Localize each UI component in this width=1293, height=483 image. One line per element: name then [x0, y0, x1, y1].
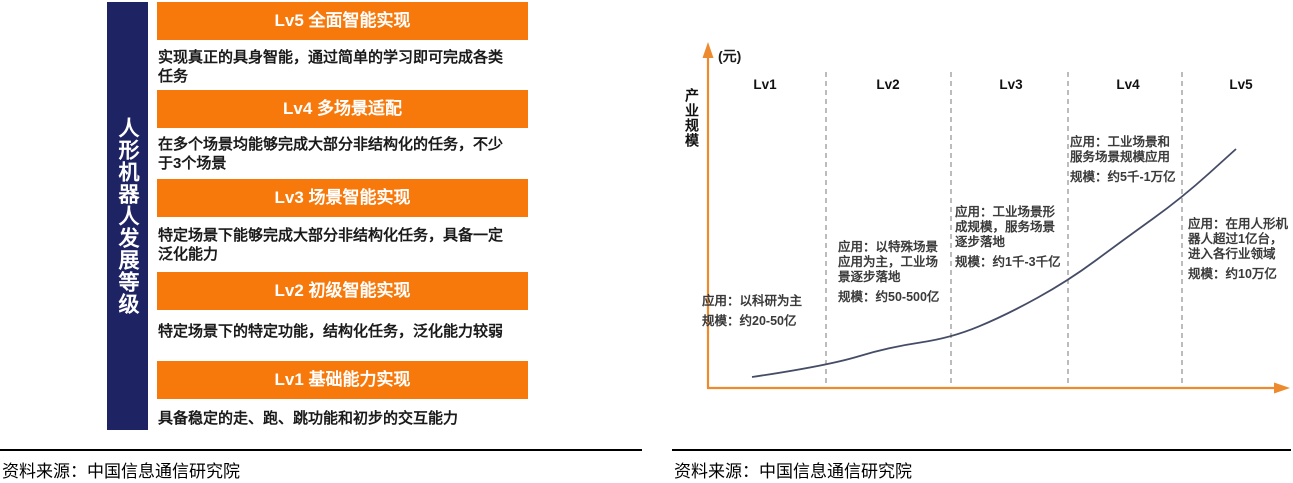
- annotation-lv5: 应用：在用人形机器人超过1亿台，进入各行业领域 规模：约10万亿: [1188, 217, 1292, 282]
- annotation-application: 应用：以科研为主: [702, 294, 803, 308]
- annotation-lv3: 应用：工业场景形成规模，服务场景逐步落地 规模：约1千-3千亿: [955, 205, 1067, 270]
- levels-diagram: 人形机器人发展等级 Lv5 全面智能实现 实现真正的具身智能，通过简单的学习即可…: [0, 0, 660, 445]
- annotation-scale: 规模：约10万亿: [1188, 267, 1277, 281]
- annotation-lv4: 应用：工业场景和服务场景规模应用 规模：约5千-1万亿: [1070, 135, 1178, 185]
- annotation-scale: 规模：约50-500亿: [838, 290, 940, 304]
- chart-canvas: [702, 42, 1290, 394]
- y-axis-unit-label: (元): [718, 48, 742, 64]
- annotation-scale: 规模：约1千-3千亿: [955, 255, 1061, 269]
- level-bar-lv3: Lv3 场景智能实现: [157, 179, 528, 217]
- left-source-text: 资料来源：中国信息通信研究院: [2, 462, 240, 481]
- industry-scale-chart: (元) 产业规模 Lv1 Lv2 Lv3 Lv4 Lv5 应用：以科研为主 规模…: [660, 0, 1293, 445]
- annotation-application: 应用：在用人形机器人超过1亿台，进入各行业领域: [1188, 217, 1289, 261]
- level-bar-lv2: Lv2 初级智能实现: [157, 272, 528, 310]
- level-desc-lv2: 特定场景下的特定功能，结构化任务，泛化能力较弱: [158, 323, 504, 340]
- level-bar-lv5: Lv5 全面智能实现: [157, 2, 528, 40]
- annotation-application: 应用：工业场景和服务场景规模应用: [1070, 135, 1171, 164]
- x-axis-arrow-icon: [1274, 382, 1290, 394]
- growth-curve-line: [751, 148, 1237, 378]
- level-desc-lv5: 实现真正的具身智能，通过简单的学习即可完成各类任务: [158, 49, 504, 85]
- annotation-lv1: 应用：以科研为主 规模：约20-50亿: [702, 294, 824, 329]
- annotation-lv2: 应用：以特殊场景应用为主，工业场景逐步落地 规模：约50-500亿: [838, 240, 942, 305]
- annotation-scale: 规模：约20-50亿: [702, 314, 797, 328]
- stage-label-lv2: Lv2: [876, 77, 900, 92]
- y-axis-title: 产业规模: [684, 88, 700, 148]
- annotation-application: 应用：工业场景形成规模，服务场景逐步落地: [955, 205, 1056, 249]
- stage-label-lv1: Lv1: [753, 77, 777, 92]
- annotation-application: 应用：以特殊场景应用为主，工业场景逐步落地: [838, 240, 939, 284]
- levels-axis-title: 人形机器人发展等级: [116, 117, 139, 315]
- right-source-footer: 资料来源：中国信息通信研究院: [672, 449, 1291, 482]
- stage-label-lv5: Lv5: [1229, 77, 1253, 92]
- level-bar-lv1: Lv1 基础能力实现: [157, 361, 528, 399]
- level-bar-lv4: Lv4 多场景适配: [157, 90, 528, 128]
- level-desc-lv1: 具备稳定的走、跑、跳功能和初步的交互能力: [158, 410, 459, 427]
- levels-axis-bar: 人形机器人发展等级: [107, 2, 148, 430]
- right-source-text: 资料来源：中国信息通信研究院: [674, 462, 912, 481]
- level-desc-lv4: 在多个场景均能够完成大部分非结构化的任务，不少于3个场景: [158, 136, 504, 172]
- y-axis-arrow-icon: [702, 42, 714, 58]
- level-desc-lv3: 特定场景下能够完成大部分非结构化任务，具备一定泛化能力: [158, 227, 504, 263]
- annotation-scale: 规模：约5千-1万亿: [1070, 170, 1176, 184]
- left-source-footer: 资料来源：中国信息通信研究院: [0, 449, 642, 482]
- stage-label-lv4: Lv4: [1116, 77, 1140, 92]
- stage-label-lv3: Lv3: [999, 77, 1023, 92]
